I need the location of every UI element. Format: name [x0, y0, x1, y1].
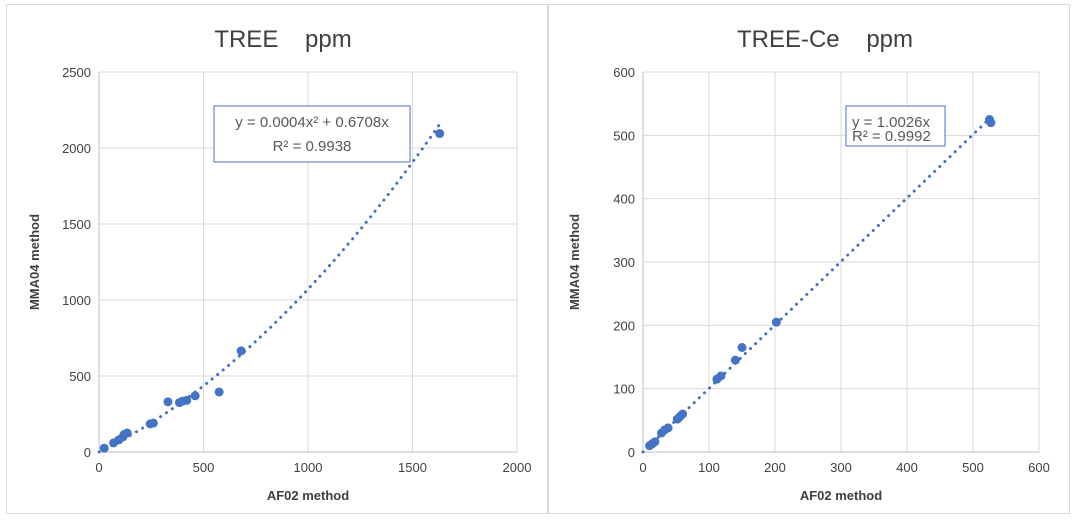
x-tick-label: 200 [764, 460, 786, 475]
tree-scatter-chart: TREE ppm 0 500 1000 1500 2000 0 500 1000 1500 2000… [27, 26, 532, 503]
trendline-equation-box [213, 105, 411, 163]
trendline-r-squared: R² = 0.9938 [273, 138, 352, 155]
chart-title: TREE ppm [214, 26, 351, 53]
trendline [97, 119, 444, 454]
data-point [435, 129, 445, 139]
data-point [716, 371, 726, 381]
y-tick-label: 500 [69, 369, 91, 384]
data-point [730, 355, 740, 365]
data-point [678, 409, 688, 419]
y-tick-label: 1000 [62, 293, 91, 308]
trendline-equation: y = 1.0026x [852, 114, 930, 131]
y-tick-label: 0 [628, 445, 635, 460]
chart-panel-tree: TREE ppm 0 500 1000 1500 2000 0 500 1000 1500 2000… [6, 4, 548, 514]
trendline [641, 117, 991, 454]
data-point [771, 317, 781, 327]
y-tick-label: 100 [613, 382, 635, 397]
x-tick-label: 600 [1028, 460, 1050, 475]
data-point [663, 423, 673, 433]
y-tick-label: 400 [613, 192, 635, 207]
data-point [148, 418, 158, 428]
x-tick-label: 500 [962, 460, 984, 475]
y-axis-title: MMA04 method [567, 214, 582, 310]
data-point [737, 343, 747, 352]
data-point [236, 346, 246, 356]
x-tick-label: 400 [896, 460, 918, 475]
data-point [122, 428, 132, 438]
y-tick-label: 300 [613, 255, 635, 270]
data-point [99, 443, 109, 453]
data-point [986, 118, 996, 128]
x-tick-label: 1000 [294, 460, 323, 475]
data-point [214, 387, 224, 397]
trendline-equation-box [845, 105, 946, 147]
chart-panel-tree-ce: TREE-Ce ppm 0 100 200 300 400 500 600 0 100 200 300… [548, 4, 1070, 514]
trendline-r-squared: R² = 0.9992 [852, 128, 931, 145]
y-axis-title: MMA04 method [27, 214, 42, 310]
y-tick-label: 200 [613, 318, 635, 333]
x-tick-label: 0 [95, 460, 102, 475]
y-tick-label: 500 [613, 128, 635, 143]
x-tick-label: 1500 [398, 460, 427, 475]
data-point [182, 395, 192, 405]
data-point [650, 437, 660, 447]
y-tick-label: 600 [613, 65, 635, 80]
x-axis-title: AF02 method [800, 488, 882, 503]
y-tick-label: 1500 [62, 217, 91, 232]
data-point [163, 397, 173, 407]
y-tick-label: 2500 [62, 65, 91, 80]
x-tick-label: 300 [830, 460, 852, 475]
x-tick-label: 2000 [503, 460, 532, 475]
y-tick-label: 0 [84, 445, 91, 460]
x-tick-label: 100 [698, 460, 720, 475]
y-tick-label: 2000 [62, 141, 91, 156]
data-point [190, 391, 200, 401]
tree-ce-scatter-chart: TREE-Ce ppm 0 100 200 300 400 500 600 0 100 200 300… [567, 26, 1050, 503]
chart-title: TREE-Ce ppm [737, 26, 913, 53]
x-tick-label: 500 [193, 460, 215, 475]
x-axis-title: AF02 method [267, 488, 349, 503]
x-tick-label: 0 [639, 460, 646, 475]
trendline-equation: y = 0.0004x² + 0.6708x [235, 114, 389, 131]
